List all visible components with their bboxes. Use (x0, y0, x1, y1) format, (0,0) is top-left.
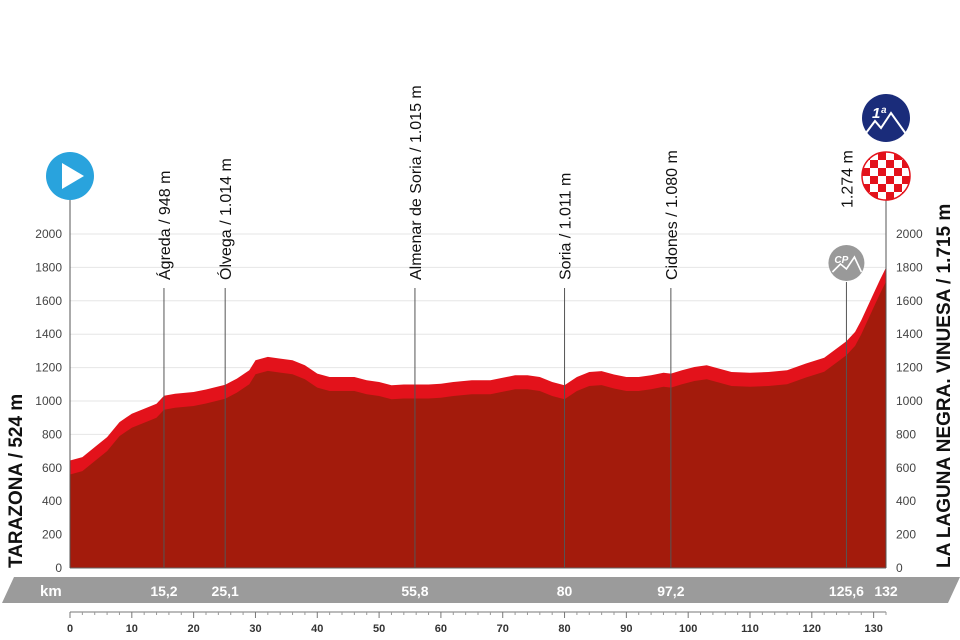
flag-square (878, 176, 886, 184)
x-tick-label: 10 (126, 623, 138, 635)
km-band-value: 15,2 (150, 583, 177, 599)
km-band-value: 25,1 (212, 583, 239, 599)
y-tick-label: 1800 (896, 260, 923, 274)
finish-label: LA LAGUNA NEGRA. VINUESA / 1.715 m (934, 204, 955, 568)
waypoint-markers: Ágreda / 948 m Ólvega / 1.014 m Almenar de… (69, 85, 887, 568)
km-band-label: km (40, 583, 62, 600)
x-tick-label: 20 (188, 623, 200, 635)
x-tick-label: 110 (741, 623, 759, 635)
y-tick-label: 200 (42, 528, 62, 542)
km-band-value: 132 (874, 583, 898, 599)
y-tick-label: 1200 (896, 361, 923, 375)
y-tick-label: 1800 (35, 260, 62, 274)
elevation-profile (70, 267, 886, 569)
flag-square (886, 192, 894, 200)
x-tick-label: 70 (497, 623, 509, 635)
y-tick-label: 400 (42, 494, 62, 508)
flag-square (870, 184, 878, 192)
flag-square (878, 160, 886, 168)
y-axis-right: 0 200 400 600 800 1000 1200 1400 1600 1800 2000 (896, 227, 923, 575)
flag-square (870, 176, 878, 184)
profile-body (70, 281, 886, 568)
waypoint-label: Ólvega / 1.014 m (216, 158, 235, 280)
flag-square (886, 168, 894, 176)
flag-square (878, 184, 886, 192)
y-tick-label: 800 (896, 427, 916, 441)
y-tick-label: 2000 (896, 227, 923, 241)
flag-square (870, 168, 878, 176)
km-band-value: 125,6 (829, 583, 864, 599)
km-band-value: 55,8 (401, 583, 428, 599)
x-tick-label: 90 (620, 623, 632, 635)
waypoint-label: Ágreda / 948 m (155, 171, 174, 280)
y-tick-label: 1400 (35, 327, 62, 341)
play-icon (46, 152, 94, 200)
flag-square (886, 152, 894, 160)
waypoint-label: Soria / 1.011 m (558, 173, 575, 280)
y-tick-label: 200 (896, 528, 916, 542)
start-label: TARAZONA / 524 m (6, 394, 27, 568)
waypoint-label: Almenar de Soria / 1.015 m (408, 85, 425, 280)
flag-square (902, 168, 910, 176)
flag-square (862, 168, 870, 176)
x-tick-label: 50 (373, 623, 385, 635)
y-tick-label: 600 (896, 461, 916, 475)
flag-square (894, 176, 902, 184)
km-band-value: 97,2 (657, 583, 684, 599)
y-tick-label: 1400 (896, 327, 923, 341)
flag-square (894, 168, 902, 176)
flag-square (878, 168, 886, 176)
y-tick-label: 0 (896, 561, 903, 575)
flag-square (894, 160, 902, 168)
x-tick-label: 40 (311, 623, 323, 635)
cp-mountain (831, 255, 863, 273)
y-axis-left: 0 200 400 600 800 1000 1200 1400 1600 1800 2000 (35, 227, 62, 575)
cp-label: CP (834, 255, 848, 266)
km-band-values: 15,2 25,1 55,8 80 97,2 125,6 132 (150, 583, 898, 599)
km-band (2, 577, 960, 603)
y-tick-label: 1600 (35, 294, 62, 308)
y-tick-label: 600 (42, 461, 62, 475)
flag-square (894, 184, 902, 192)
flag-square (870, 160, 878, 168)
y-tick-label: 1200 (35, 361, 62, 375)
x-tick-label: 130 (864, 623, 882, 635)
flag-square (886, 160, 894, 168)
x-axis: 0 10 20 30 40 50 60 70 80 90 100 110 120 130 (67, 611, 887, 635)
waypoint-label: 1.274 m (839, 150, 856, 208)
flag-square (862, 176, 870, 184)
flag-square (878, 192, 886, 200)
flag-square (902, 176, 910, 184)
y-tick-label: 800 (42, 427, 62, 441)
y-tick-label: 1000 (35, 394, 62, 408)
y-tick-label: 1000 (896, 394, 923, 408)
waypoint-label: Cidones / 1.080 m (664, 150, 681, 280)
mountain-category-icon: 1ª (862, 94, 910, 142)
cp-badge (828, 245, 865, 281)
y-tick-label: 2000 (35, 227, 62, 241)
y-tick-label: 400 (896, 494, 916, 508)
flag-square (886, 184, 894, 192)
flag-square (886, 176, 894, 184)
x-tick-label: 100 (679, 623, 697, 635)
category-label: 1ª (872, 105, 886, 122)
checkered-flag-icon (861, 151, 911, 201)
x-tick-label: 60 (435, 623, 447, 635)
cp-mountain-icon: CP (828, 245, 865, 281)
x-tick-label: 30 (249, 623, 261, 635)
x-tick-label: 0 (67, 623, 73, 635)
y-tick-label: 1600 (896, 294, 923, 308)
flag-square (878, 152, 886, 160)
x-tick-label: 80 (558, 623, 570, 635)
km-band-value: 80 (557, 583, 573, 599)
y-tick-label: 0 (55, 561, 62, 575)
x-tick-label: 120 (803, 623, 821, 635)
